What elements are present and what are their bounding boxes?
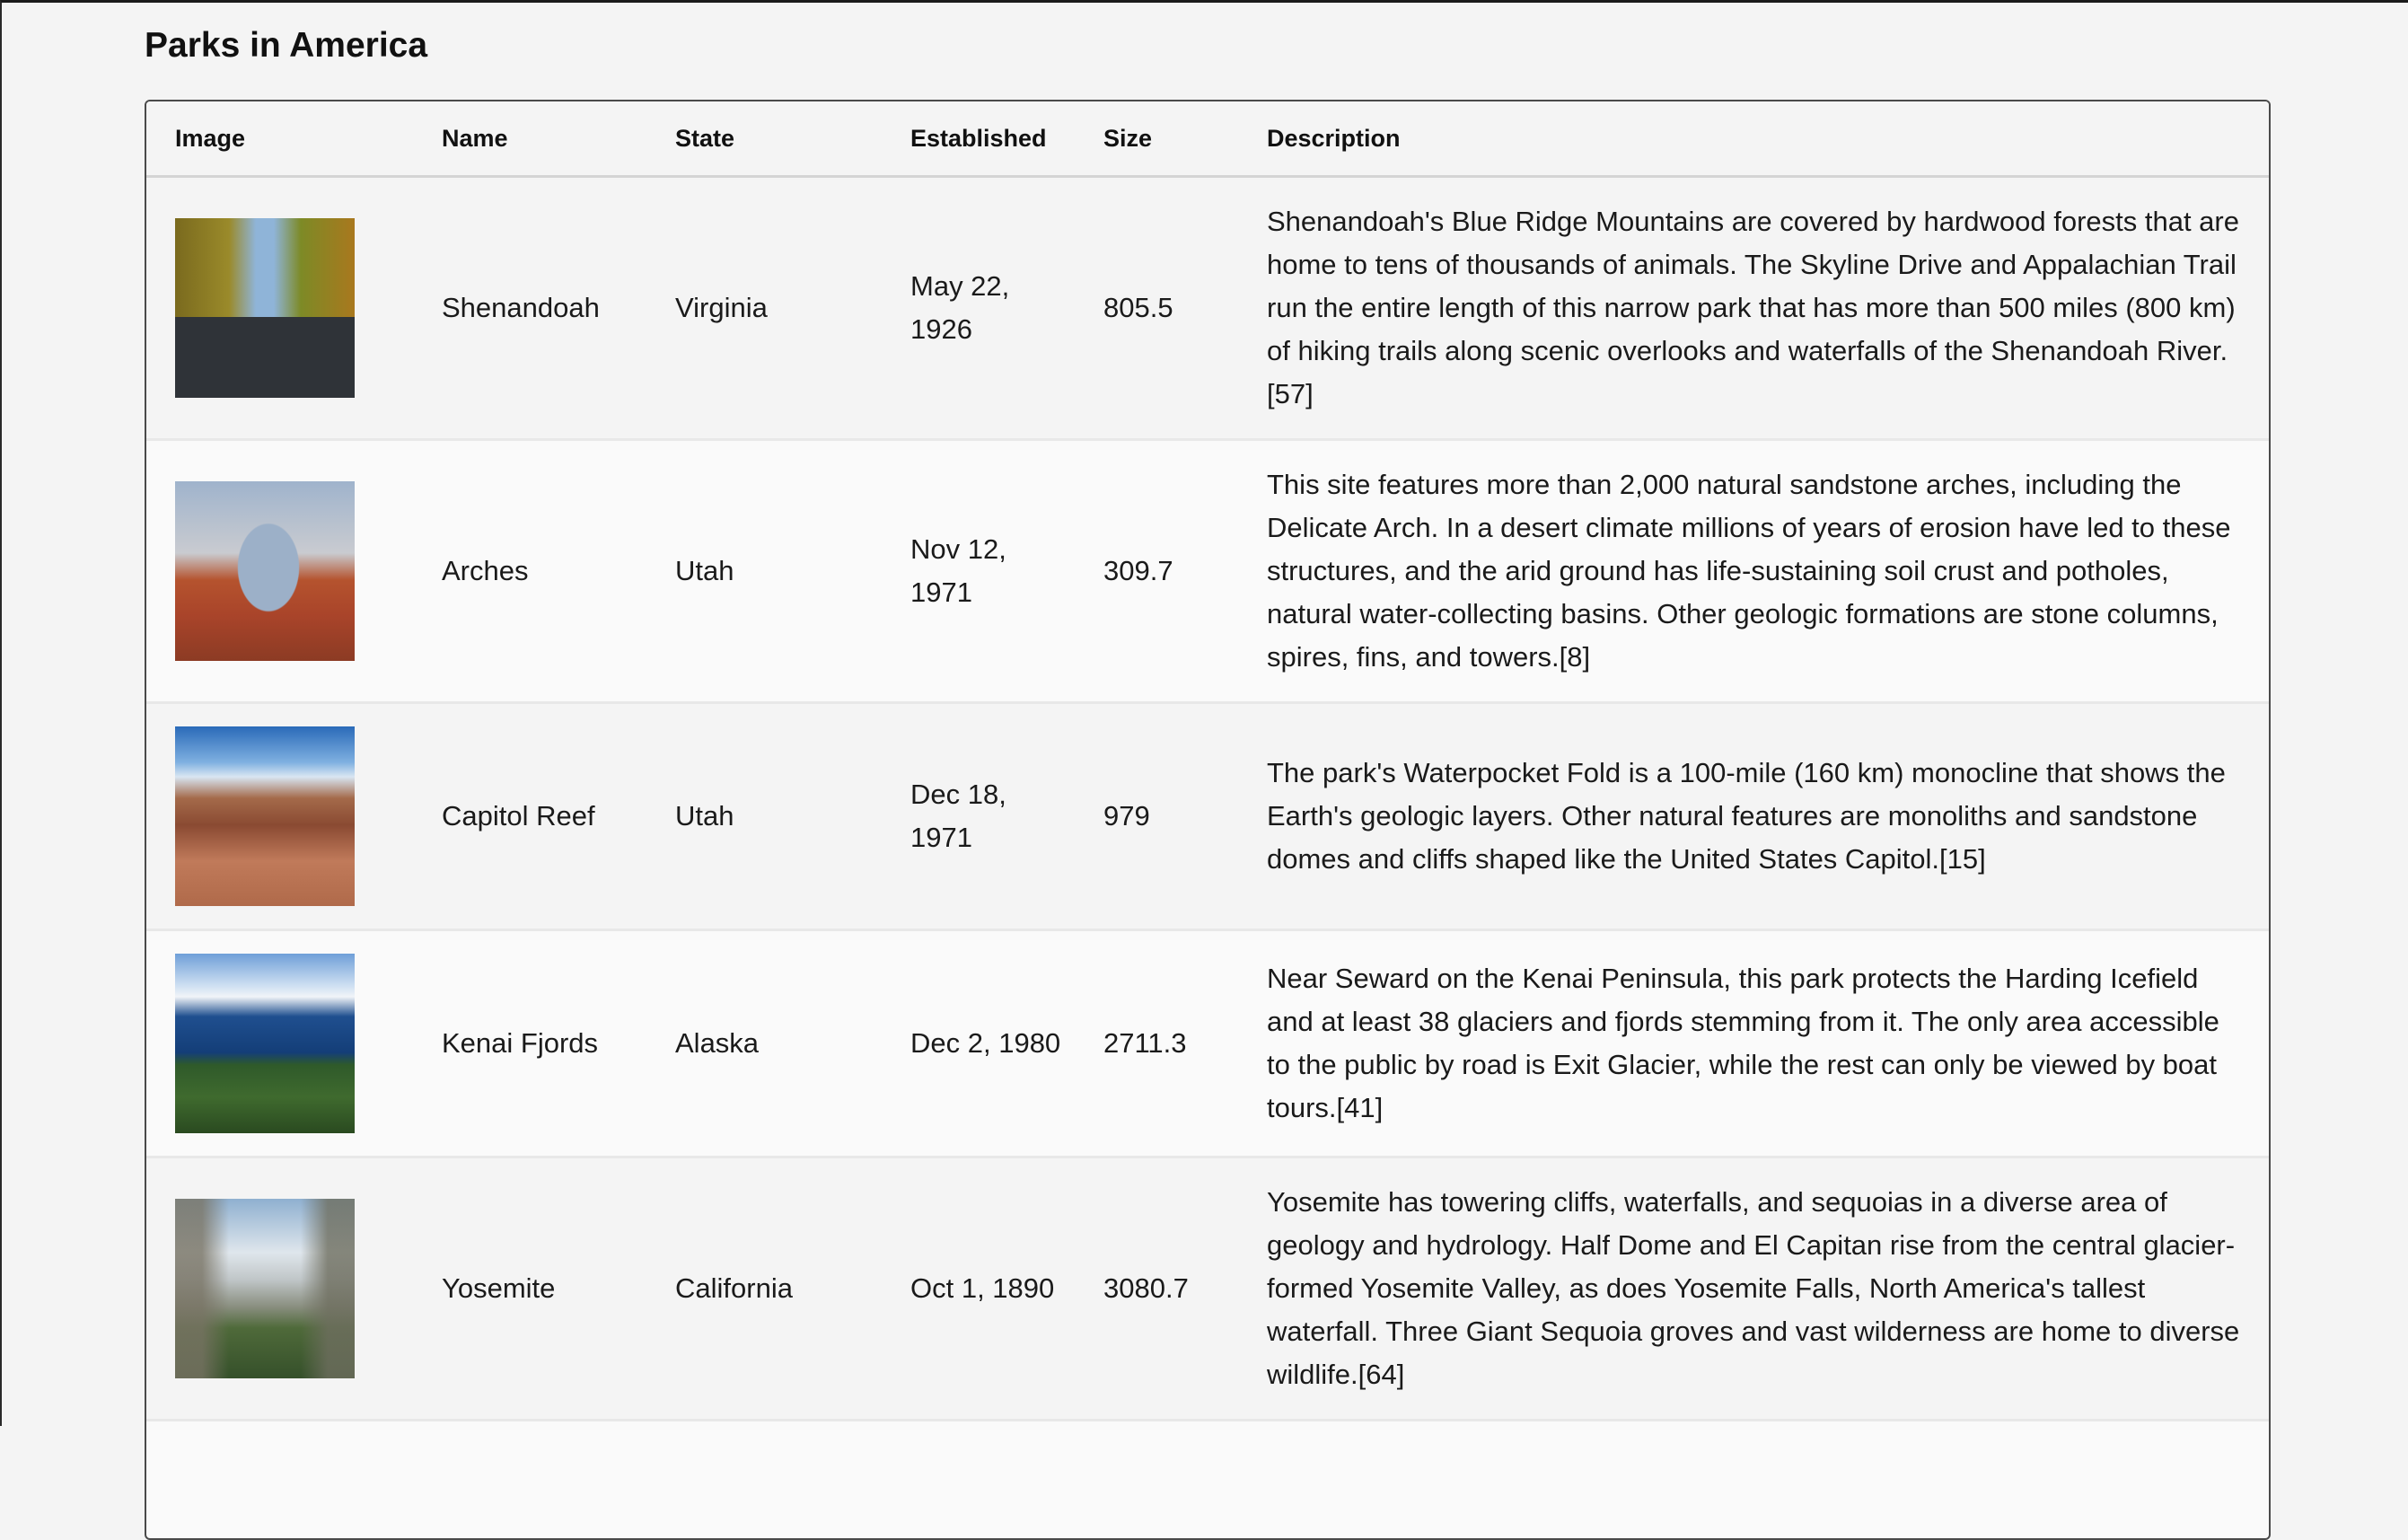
park-image <box>175 726 355 906</box>
column-header-established: Established <box>882 101 1075 178</box>
park-state: Utah <box>646 439 882 704</box>
column-header-description: Description <box>1238 101 2269 178</box>
table-row: Capitol Reef Utah Dec 18, 1971 979 The park'… <box>146 702 2269 931</box>
park-size: 2711.3 <box>1075 929 1238 1158</box>
table-row: Kenai Fjords Alaska Dec 2, 1980 2711.3 Near … <box>146 929 2269 1158</box>
park-size: 3080.7 <box>1075 1157 1238 1421</box>
park-established: Oct 1, 1890 <box>882 1157 1075 1421</box>
column-header-size: Size <box>1075 101 1238 178</box>
park-image <box>175 481 355 661</box>
park-established: May 22, 1926 <box>882 176 1075 441</box>
park-description: Yosemite has towering cliffs, waterfalls… <box>1238 1157 2269 1421</box>
park-image <box>175 1199 355 1378</box>
parks-table-container: Image Name State Established Size Descri… <box>145 100 2271 1540</box>
column-header-name: Name <box>413 101 646 178</box>
table-row: Arches Utah Nov 12, 1971 309.7 This site fea… <box>146 439 2269 704</box>
park-description: Shenandoah's Blue Ridge Mountains are co… <box>1238 176 2269 441</box>
park-image <box>175 218 355 398</box>
table-header-row: Image Name State Established Size Descri… <box>146 101 2269 178</box>
column-header-state: State <box>646 101 882 178</box>
park-state: California <box>646 1157 882 1421</box>
park-description: The park's Waterpocket Fold is a 100-mil… <box>1238 702 2269 931</box>
table-row-partial <box>146 1420 2269 1475</box>
park-state: Utah <box>646 702 882 931</box>
park-name: Kenai Fjords <box>413 929 646 1158</box>
parks-table: Image Name State Established Size Descri… <box>146 101 2269 1475</box>
park-image <box>175 954 355 1133</box>
park-state: Alaska <box>646 929 882 1158</box>
column-header-image: Image <box>146 101 413 178</box>
park-state: Virginia <box>646 176 882 441</box>
park-description: This site features more than 2,000 natur… <box>1238 439 2269 704</box>
park-established: Dec 2, 1980 <box>882 929 1075 1158</box>
park-established: Dec 18, 1971 <box>882 702 1075 931</box>
park-name: Arches <box>413 439 646 704</box>
table-row: Yosemite California Oct 1, 1890 3080.7 Yosem… <box>146 1157 2269 1421</box>
park-established: Nov 12, 1971 <box>882 439 1075 704</box>
park-size: 805.5 <box>1075 176 1238 441</box>
table-row: Shenandoah Virginia May 22, 1926 805.5 Shena… <box>146 176 2269 441</box>
page-title: Parks in America <box>145 26 428 65</box>
park-name: Yosemite <box>413 1157 646 1421</box>
park-size: 979 <box>1075 702 1238 931</box>
park-name: Shenandoah <box>413 176 646 441</box>
park-description: Near Seward on the Kenai Peninsula, this… <box>1238 929 2269 1158</box>
park-name: Capitol Reef <box>413 702 646 931</box>
park-size: 309.7 <box>1075 439 1238 704</box>
